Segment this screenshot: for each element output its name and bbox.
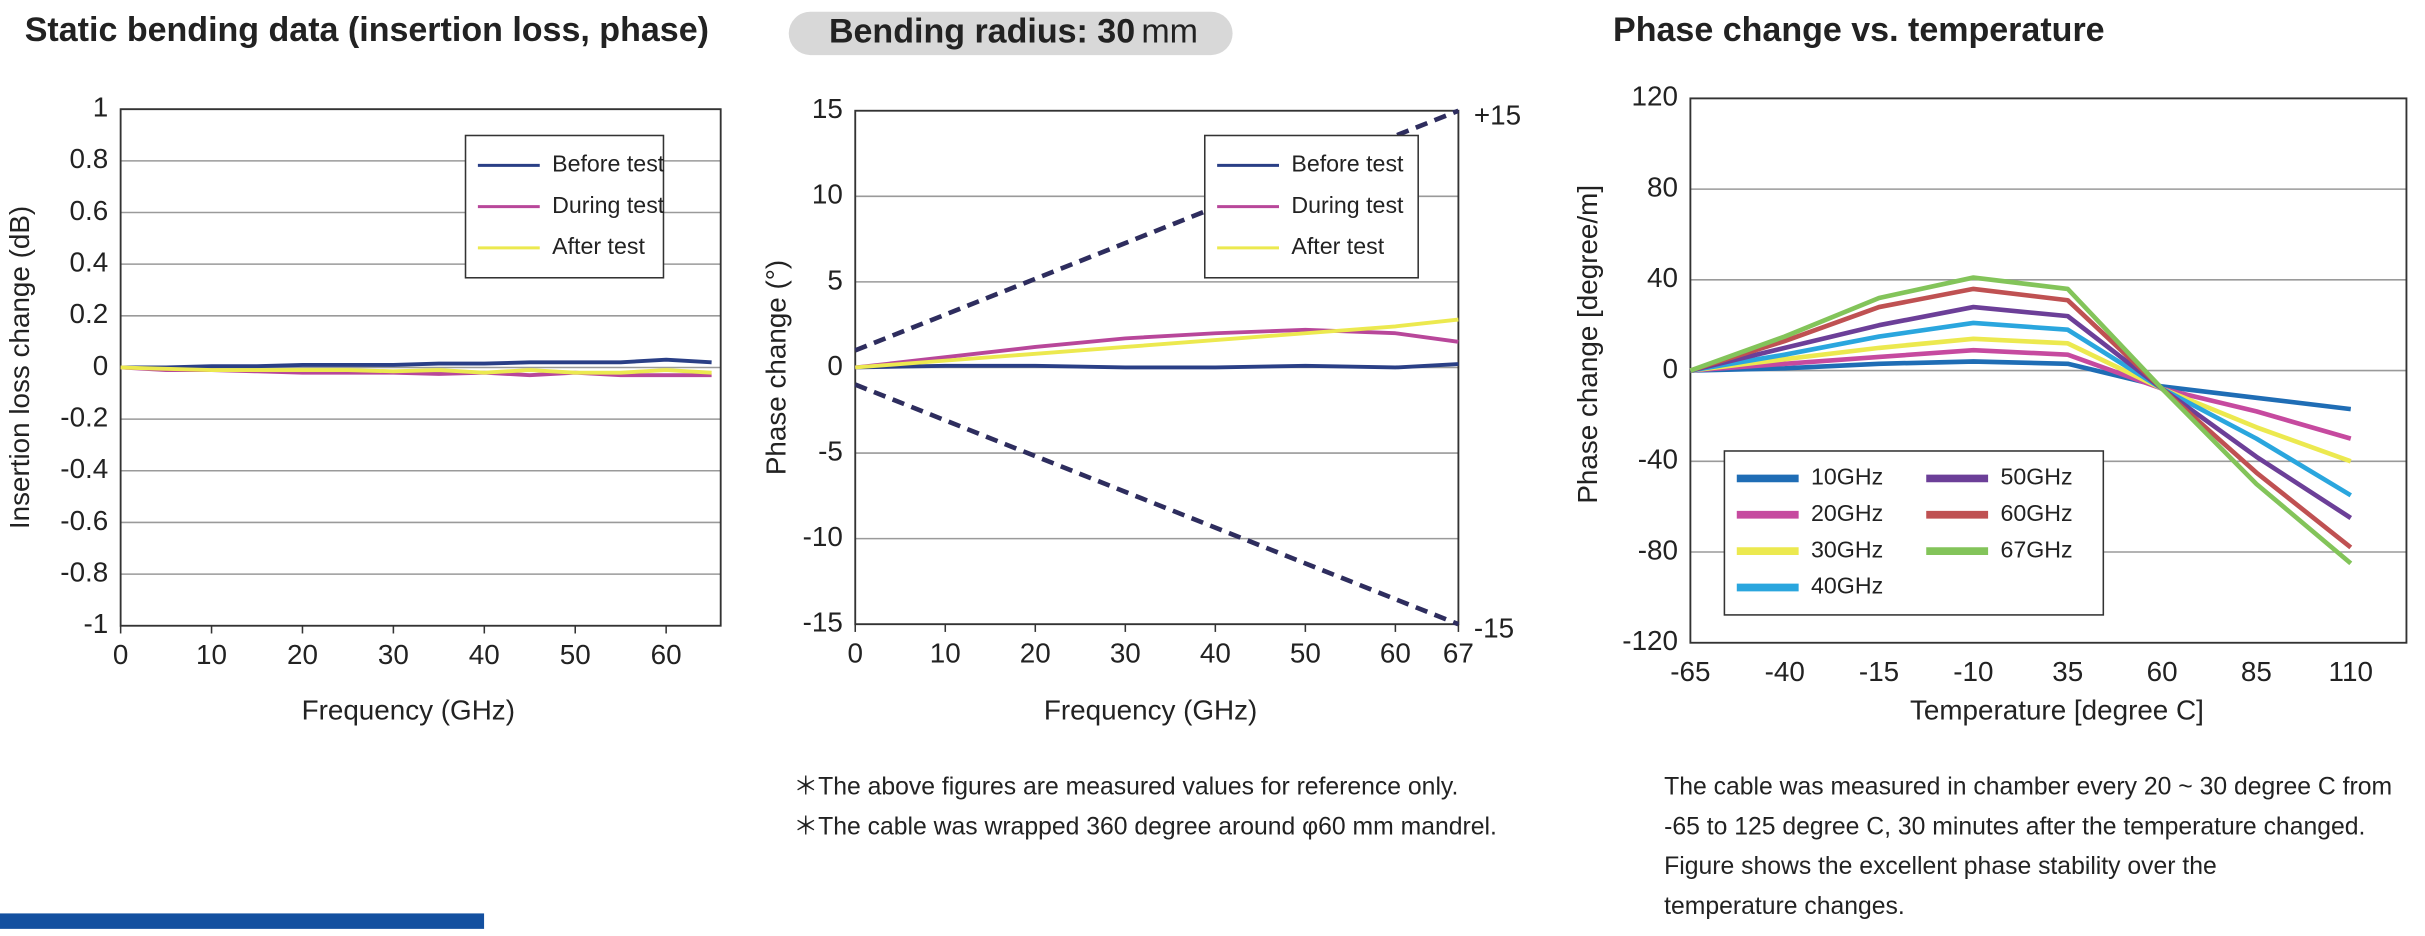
chart-title: Bending radius: 30 mm <box>829 12 1198 50</box>
series-line <box>855 317 1459 370</box>
y-tick-label: 40 <box>1647 262 1678 293</box>
series-line <box>1689 286 2353 550</box>
legend-label: After test <box>1291 233 1384 259</box>
chart-title: Phase change vs. temperature <box>1613 11 2105 49</box>
x-tick-label: 20 <box>287 639 318 670</box>
x-tick-label: 10 <box>930 637 961 668</box>
legend-label: 20GHz <box>1811 500 1883 526</box>
y-tick-label: 0.6 <box>70 195 109 226</box>
x-tick-label: 67 <box>1443 637 1474 668</box>
y-tick-label: -0.4 <box>60 453 108 484</box>
x-tick-label: 50 <box>560 639 591 670</box>
legend-label: 10GHz <box>1811 464 1883 490</box>
y-tick-label: -0.8 <box>60 556 108 587</box>
legend-label: 60GHz <box>2000 500 2072 526</box>
x-axis-label: Frequency (GHz) <box>1044 695 1257 726</box>
x-tick-label: 60 <box>651 639 682 670</box>
x-tick-label: 0 <box>848 637 863 668</box>
limit-line <box>854 382 1460 627</box>
note: The cable was measured in chamber every … <box>1664 774 2392 801</box>
x-tick-label: -10 <box>1953 656 1993 687</box>
title-main: Bending radius: 30 <box>829 12 1135 50</box>
series-line <box>120 365 712 375</box>
y-tick-label: 0.4 <box>70 247 109 278</box>
x-axis-label: Temperature [degree C] <box>1910 695 2204 726</box>
x-tick-label: 60 <box>1380 637 1411 668</box>
legend-label: 40GHz <box>1811 573 1883 599</box>
y-tick-label: 0.2 <box>70 298 109 329</box>
series-line <box>1690 320 2352 498</box>
y-tick-label: 1 <box>93 92 108 123</box>
series-line <box>120 357 712 370</box>
series-line <box>1689 304 2353 520</box>
y-tick-label: -1 <box>84 608 109 639</box>
x-tick-label: 50 <box>1290 637 1321 668</box>
x-tick-label: 20 <box>1020 637 1051 668</box>
legend-label: After test <box>552 233 645 259</box>
y-tick-label: -15 <box>803 607 843 638</box>
x-tick-label: -40 <box>1765 656 1805 687</box>
y-tick-label: 80 <box>1647 171 1678 202</box>
y-tick-label: 0.8 <box>70 143 109 174</box>
x-axis-label: Frequency (GHz) <box>302 695 515 726</box>
legend-label: Before test <box>552 151 665 177</box>
note: ＊The cable was wrapped 360 degree around… <box>793 813 1497 840</box>
y-tick-label: 0 <box>93 350 108 381</box>
chart-title: Static bending data (insertion loss, pha… <box>25 11 709 49</box>
y-tick-label: 5 <box>827 264 842 295</box>
accent-bar <box>0 913 485 929</box>
legend-label: 50GHz <box>2000 464 2072 490</box>
series-line <box>1690 347 2352 441</box>
y-tick-label: 0 <box>827 350 842 381</box>
x-tick-label: 0 <box>113 639 128 670</box>
title-pill <box>788 11 1233 56</box>
series-line <box>1690 359 2352 412</box>
x-tick-label: 85 <box>2241 656 2272 687</box>
legend-label: 30GHz <box>1811 536 1883 562</box>
note: -65 to 125 degree C, 30 minutes after th… <box>1664 813 2365 840</box>
series-line <box>1690 336 2352 464</box>
note: temperature changes. <box>1664 893 1905 920</box>
x-tick-label: 110 <box>2329 656 2373 687</box>
legend-label: During test <box>552 192 665 218</box>
y-axis-label: Phase change [degree/m] <box>1572 185 1603 504</box>
y-tick-label: 120 <box>1632 81 1678 112</box>
y-tick-label: 0 <box>1663 353 1678 384</box>
y-tick-label: -5 <box>818 435 843 466</box>
series-line <box>855 362 1459 370</box>
series-line <box>1689 275 2353 566</box>
y-tick-label: -40 <box>1638 444 1678 475</box>
x-tick-label: 30 <box>378 639 409 670</box>
series-line <box>855 327 1459 370</box>
y-tick-label: 10 <box>812 179 843 210</box>
x-tick-label: -65 <box>1670 656 1710 687</box>
legend-label: 67GHz <box>2000 536 2072 562</box>
x-tick-label: 35 <box>2052 656 2083 687</box>
y-axis-label: Phase change (°) <box>760 260 791 475</box>
y-tick-label: -120 <box>1622 625 1678 656</box>
limit-line <box>854 108 1460 353</box>
note: Figure shows the excellent phase stabili… <box>1664 853 2217 880</box>
legend-label: Before test <box>1291 151 1404 177</box>
x-tick-label: 10 <box>196 639 227 670</box>
x-tick-label: 60 <box>2147 656 2178 687</box>
limit-label: +15 <box>1474 99 1521 130</box>
title-unit: mm <box>1141 12 1198 50</box>
y-tick-label: 15 <box>812 93 843 124</box>
y-tick-label: -10 <box>803 521 843 552</box>
y-axis-label: Insertion loss change (dB) <box>4 206 35 529</box>
x-tick-label: 40 <box>1200 637 1231 668</box>
note: ＊The above figures are measured values f… <box>793 774 1458 801</box>
x-tick-label: 30 <box>1110 637 1141 668</box>
y-tick-label: -80 <box>1638 534 1678 565</box>
legend-label: During test <box>1291 192 1404 218</box>
y-tick-label: -0.2 <box>60 401 108 432</box>
x-tick-label: 40 <box>469 639 500 670</box>
x-tick-label: -15 <box>1859 656 1899 687</box>
limit-label: -15 <box>1474 613 1514 644</box>
y-tick-label: -0.6 <box>60 505 108 536</box>
